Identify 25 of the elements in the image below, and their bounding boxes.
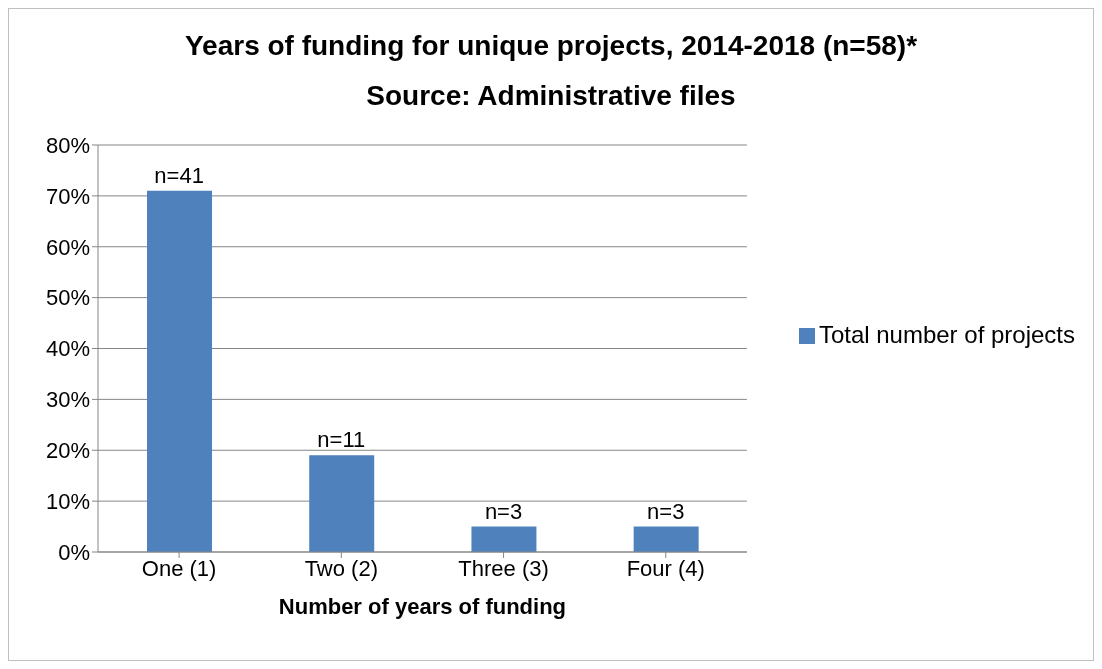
annotation: n=11 — [317, 427, 366, 453]
x-tick-label: One (1) — [141, 555, 217, 581]
y-tick-label: 60% — [45, 234, 90, 260]
annotation: n=3 — [647, 498, 685, 524]
annotation: n=41 — [154, 162, 204, 188]
x-tick-label: Four (4) — [626, 555, 705, 581]
y-tick-label: 70% — [45, 183, 90, 209]
y-tick-label: 20% — [45, 438, 90, 464]
x-tick-label: Two (2) — [304, 555, 379, 581]
chart-subtitle: Source: Administrative files — [365, 79, 737, 113]
bar — [309, 455, 375, 552]
x-axis-title: Number of years of funding — [278, 594, 567, 619]
bar — [633, 526, 699, 552]
chart-title: Years of funding for unique projects, 2014-2018 (n=58)* — [183, 29, 919, 63]
legend-label: Total number of projects — [818, 320, 1075, 348]
y-tick-label: 10% — [45, 488, 90, 514]
y-tick-label: 0% — [58, 539, 90, 565]
y-tick-label: 80% — [45, 132, 90, 158]
x-tick-label: Three (3) — [458, 555, 549, 581]
bar — [471, 526, 537, 552]
annotation: n=3 — [484, 498, 523, 524]
y-tick-label: 30% — [45, 387, 90, 413]
y-tick-label: 50% — [45, 285, 90, 311]
y-tick-label: 40% — [45, 336, 90, 362]
bar — [147, 190, 212, 552]
